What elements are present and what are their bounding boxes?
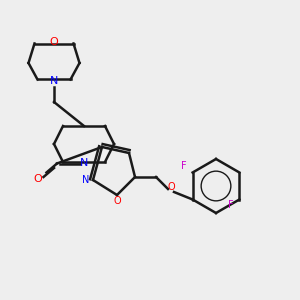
Text: O: O <box>33 173 42 184</box>
Text: F: F <box>181 161 186 172</box>
Text: N: N <box>50 76 58 86</box>
Text: O: O <box>50 37 58 47</box>
Text: N: N <box>82 175 89 185</box>
Text: O: O <box>167 182 175 193</box>
Text: N: N <box>80 158 88 169</box>
Text: F: F <box>228 200 233 211</box>
Text: O: O <box>113 196 121 206</box>
